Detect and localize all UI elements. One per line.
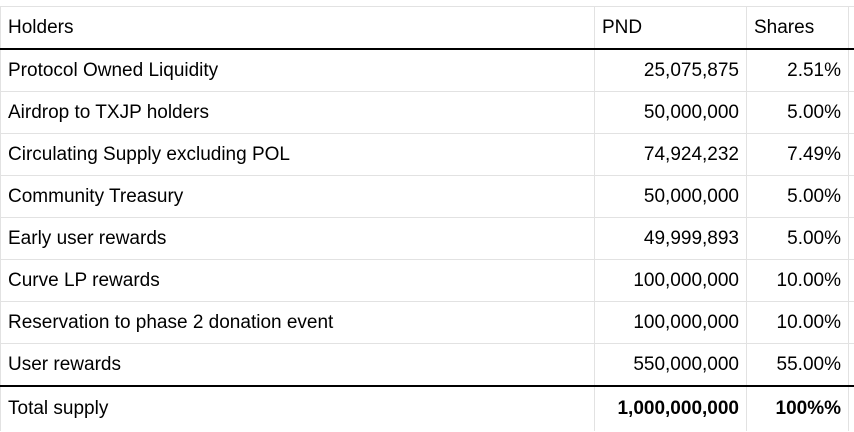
total-pnd-cell[interactable]: 1,000,000,000 bbox=[594, 386, 747, 431]
pnd-cell[interactable]: 100,000,000 bbox=[594, 259, 747, 302]
share-cell[interactable]: 55.00% bbox=[746, 343, 849, 387]
share-cell[interactable]: 10.00% bbox=[746, 301, 849, 344]
table-row: User rewards 550,000,000 55.00% bbox=[0, 343, 854, 387]
pnd-cell[interactable]: 550,000,000 bbox=[594, 343, 747, 387]
holder-cell[interactable]: Airdrop to TXJP holders bbox=[0, 91, 595, 134]
extra-cell[interactable] bbox=[848, 343, 854, 387]
top-gridline bbox=[0, 6, 854, 7]
header-pnd[interactable]: PND bbox=[594, 7, 747, 50]
pnd-cell[interactable]: 74,924,232 bbox=[594, 133, 747, 176]
extra-cell[interactable] bbox=[848, 133, 854, 176]
holder-cell[interactable]: Protocol Owned Liquidity bbox=[0, 49, 595, 92]
header-holders[interactable]: Holders bbox=[0, 7, 595, 50]
extra-cell[interactable] bbox=[849, 386, 854, 431]
holder-cell[interactable]: Curve LP rewards bbox=[0, 259, 595, 302]
extra-cell[interactable] bbox=[848, 49, 854, 92]
table-row: Curve LP rewards 100,000,000 10.00% bbox=[0, 259, 854, 302]
pnd-cell[interactable]: 100,000,000 bbox=[594, 301, 747, 344]
extra-cell[interactable] bbox=[848, 175, 854, 218]
extra-cell[interactable] bbox=[848, 217, 854, 260]
total-label-cell[interactable]: Total supply bbox=[0, 386, 595, 431]
share-cell[interactable]: 10.00% bbox=[746, 259, 849, 302]
extra-cell[interactable] bbox=[848, 91, 854, 134]
table-row: Reservation to phase 2 donation event 10… bbox=[0, 301, 854, 344]
table-row: Community Treasury 50,000,000 5.00% bbox=[0, 175, 854, 218]
share-cell[interactable]: 2.51% bbox=[746, 49, 849, 92]
share-cell[interactable]: 5.00% bbox=[746, 217, 849, 260]
pnd-cell[interactable]: 50,000,000 bbox=[594, 175, 747, 218]
holder-cell[interactable]: Reservation to phase 2 donation event bbox=[0, 301, 595, 344]
table-row: Circulating Supply excluding POL 74,924,… bbox=[0, 133, 854, 176]
share-cell[interactable]: 5.00% bbox=[746, 91, 849, 134]
header-shares[interactable]: Shares bbox=[746, 7, 849, 50]
supply-table: Holders PND Shares Protocol Owned Liquid… bbox=[0, 7, 854, 431]
extra-cell[interactable] bbox=[848, 301, 854, 344]
pnd-cell[interactable]: 49,999,893 bbox=[594, 217, 747, 260]
header-row: Holders PND Shares bbox=[0, 7, 854, 50]
table-row: Protocol Owned Liquidity 25,075,875 2.51… bbox=[0, 49, 854, 92]
pnd-cell[interactable]: 50,000,000 bbox=[594, 91, 747, 134]
pnd-cell[interactable]: 25,075,875 bbox=[594, 49, 747, 92]
holder-cell[interactable]: Early user rewards bbox=[0, 217, 595, 260]
table-row: Early user rewards 49,999,893 5.00% bbox=[0, 217, 854, 260]
total-share-cell[interactable]: 100%% bbox=[746, 386, 849, 431]
holder-cell[interactable]: Community Treasury bbox=[0, 175, 595, 218]
extra-cell[interactable] bbox=[848, 259, 854, 302]
share-cell[interactable]: 5.00% bbox=[746, 175, 849, 218]
share-cell[interactable]: 7.49% bbox=[746, 133, 849, 176]
holder-cell[interactable]: Circulating Supply excluding POL bbox=[0, 133, 595, 176]
table-row: Airdrop to TXJP holders 50,000,000 5.00% bbox=[0, 91, 854, 134]
extra-cell[interactable] bbox=[848, 7, 854, 50]
holder-cell[interactable]: User rewards bbox=[0, 343, 595, 387]
total-row: Total supply 1,000,000,000 100%% bbox=[0, 386, 854, 431]
